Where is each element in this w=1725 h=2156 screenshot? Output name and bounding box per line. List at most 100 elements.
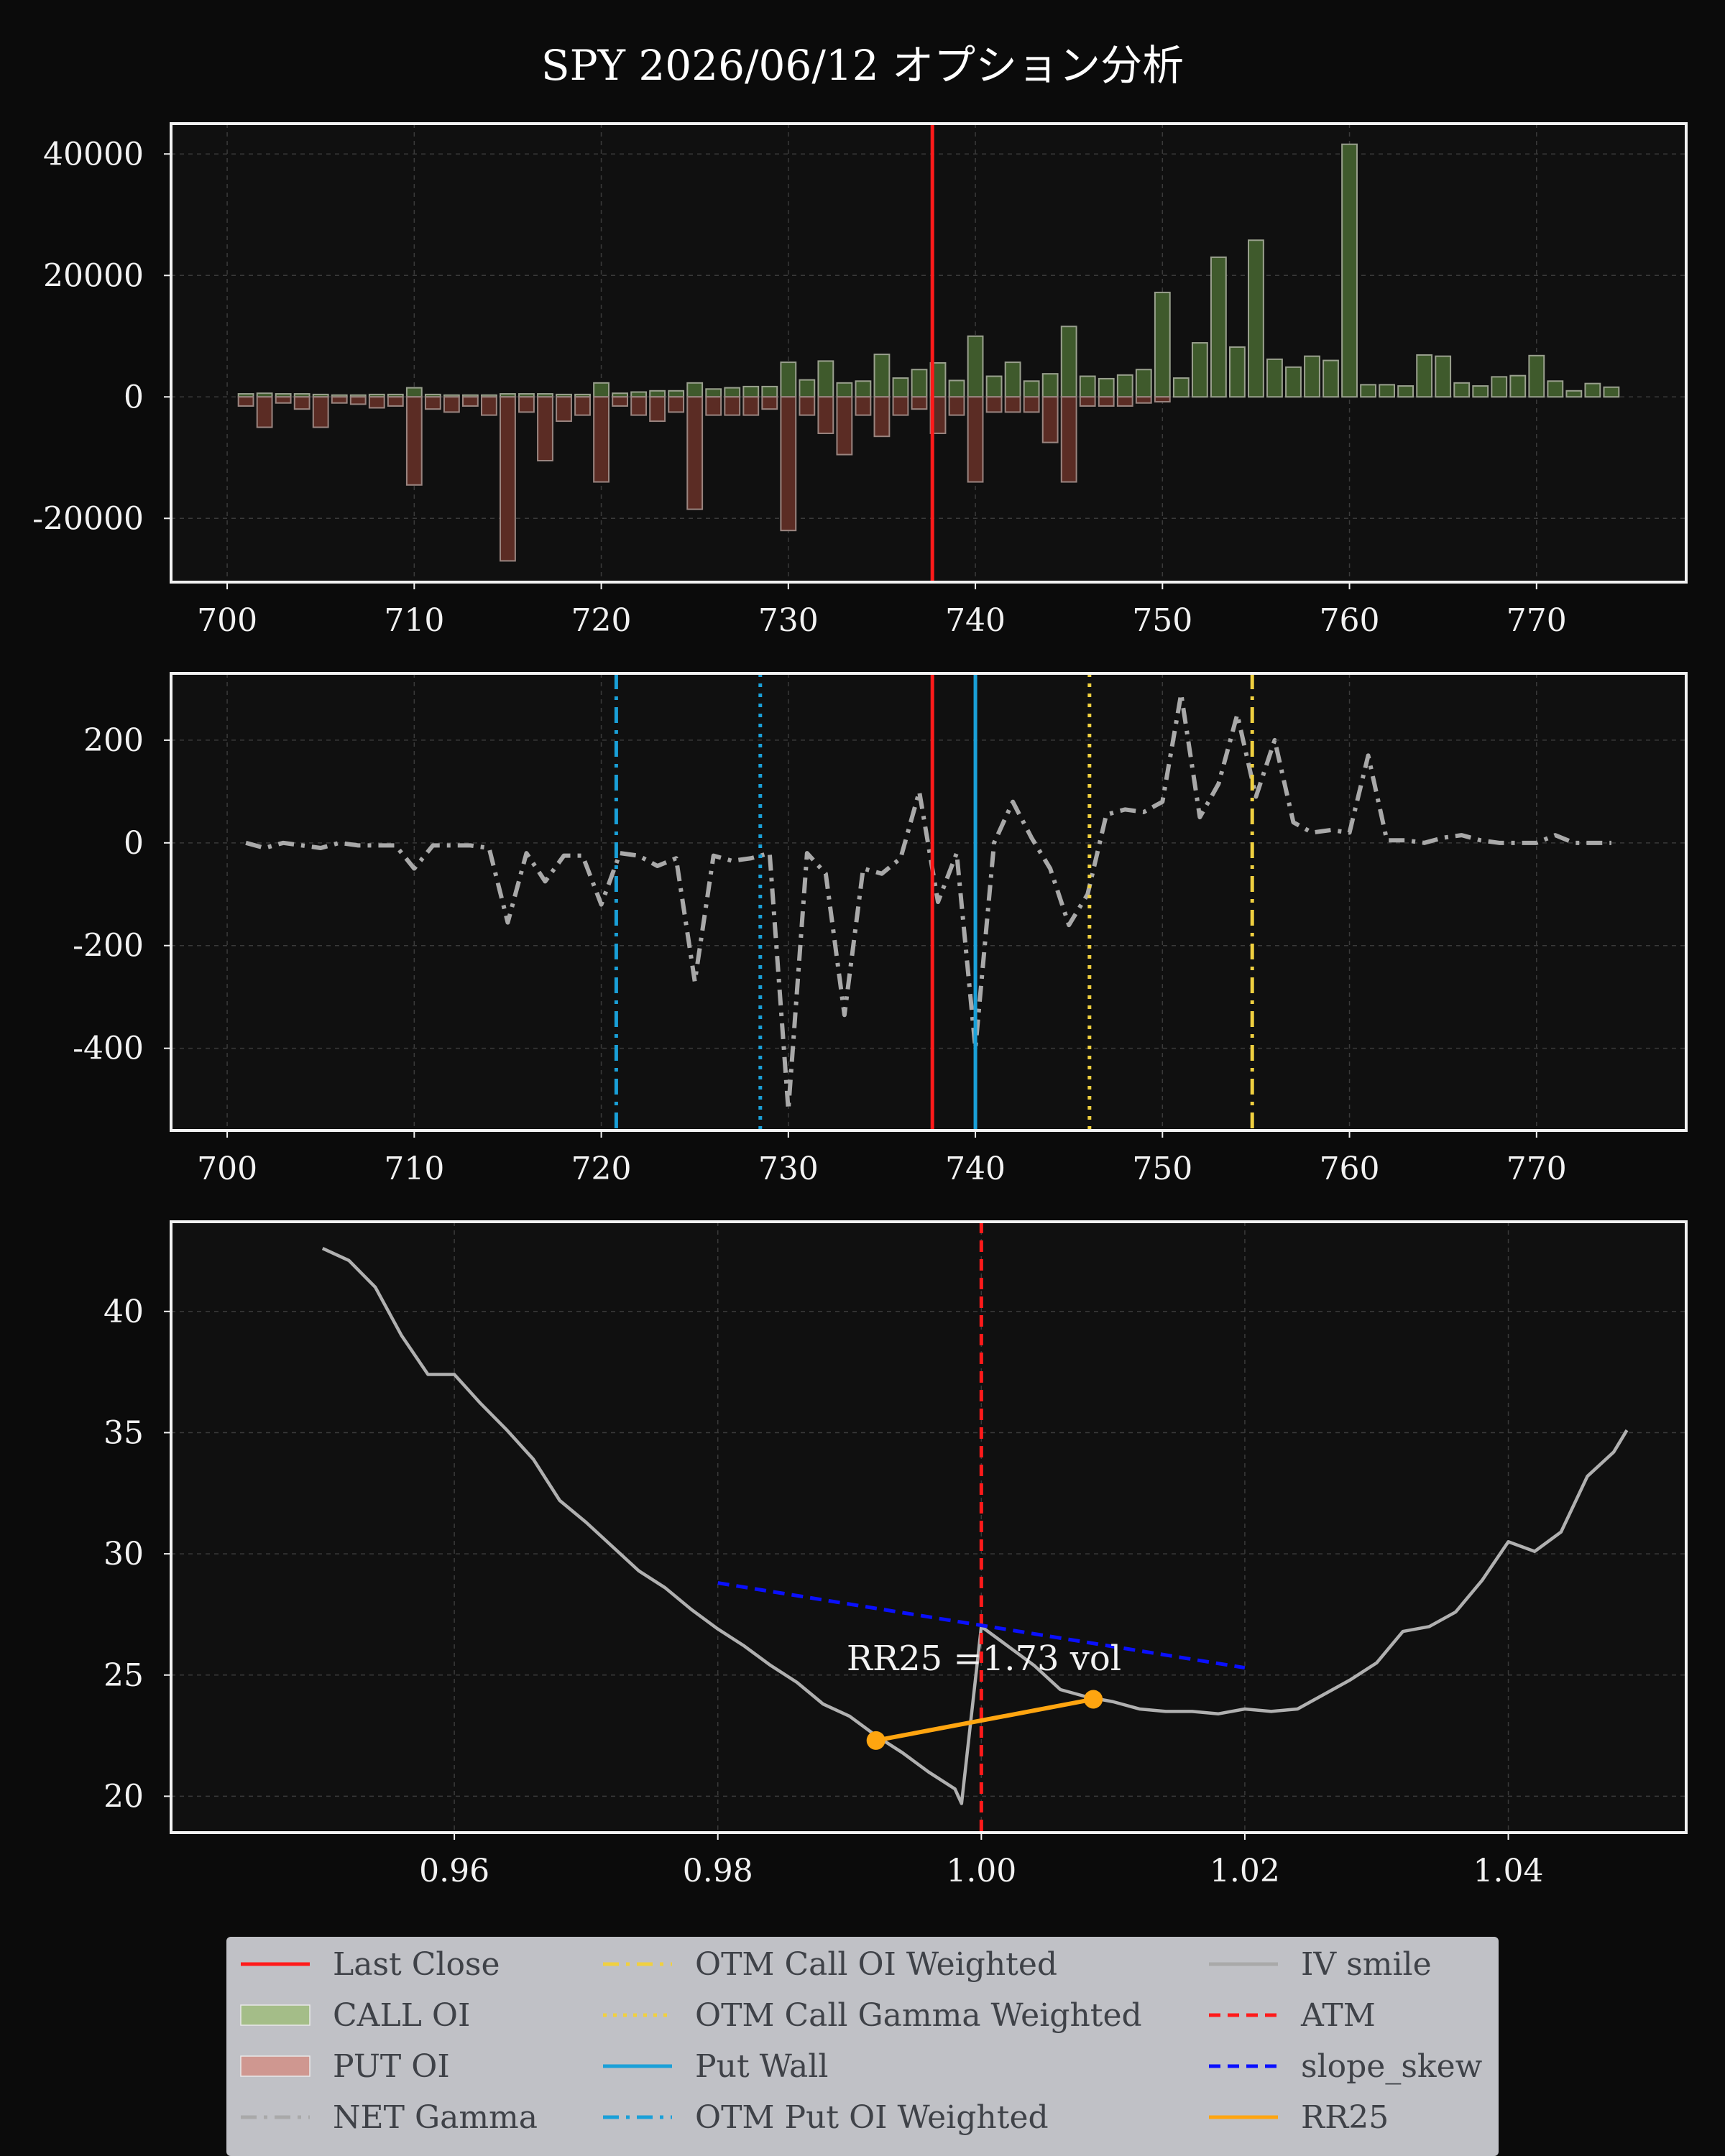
axes-frame: [170, 122, 1688, 584]
legend-label: CALL OI: [333, 1996, 471, 2034]
y-tick-label: 20000: [43, 257, 144, 294]
call-oi-bar: [1004, 361, 1021, 398]
put-oi-bar: [929, 396, 947, 434]
put-oi-bar: [873, 396, 891, 438]
call-oi-bar: [1116, 374, 1133, 398]
put-oi-bar: [1116, 396, 1133, 407]
x-tick-label: 770: [1506, 602, 1567, 639]
put-oi-bar: [1023, 396, 1040, 413]
plot-content-iv: [171, 1222, 1686, 1833]
legend-label: Last Close: [333, 1945, 500, 1983]
put-oi-bar: [1060, 396, 1077, 483]
legend-swatch: [603, 1962, 672, 1966]
net-gamma-line: [245, 691, 1611, 1112]
call-oi-bar: [780, 361, 797, 398]
x-tick-label: 760: [1320, 1151, 1380, 1187]
legend: Last Close CALL OI PUT OI NET Gamma OTM Call…: [226, 1937, 1499, 2156]
x-tick-label: 750: [1132, 602, 1192, 639]
put-oi-bar: [237, 396, 254, 407]
put-oi-bar: [500, 396, 516, 562]
rr25-put-point: [866, 1731, 886, 1750]
put-oi-bar: [967, 396, 984, 483]
put-oi-bar: [649, 396, 666, 423]
y-tick-label: 0: [124, 379, 144, 415]
call-oi-bar: [1453, 382, 1471, 398]
call-oi-bar: [1472, 385, 1489, 398]
call-oi-bar: [1603, 386, 1620, 398]
call-oi-bar: [686, 382, 704, 398]
put-oi-bar: [574, 396, 591, 416]
call-oi-bar: [985, 375, 1003, 398]
put-oi-bar: [780, 396, 797, 532]
put-oi-bar: [518, 396, 535, 413]
call-oi-bar: [405, 387, 423, 398]
legend-item: OTM Call OI Weighted: [602, 1943, 1057, 1986]
x-tick-label: 750: [1132, 1151, 1192, 1187]
x-tick-label: 700: [197, 1151, 257, 1187]
rr25-line: [875, 1697, 1094, 1743]
y-tick-label: 35: [104, 1414, 144, 1451]
x-tick-label: 760: [1320, 602, 1380, 639]
legend-item: Put Wall: [602, 2045, 828, 2088]
x-tick-label: 1.04: [1473, 1853, 1544, 1889]
call-oi-bar: [1172, 377, 1190, 398]
panel-iv: [164, 1220, 1688, 1840]
legend-swatch: [240, 2055, 310, 2077]
put-oi-bar: [1098, 396, 1115, 407]
rr25-call-point: [1084, 1690, 1103, 1709]
legend-item: OTM Call Gamma Weighted: [602, 1994, 1142, 2037]
call-oi-bar: [705, 388, 722, 398]
chart-title: SPY 2026/06/12 オプション分析: [540, 41, 1184, 90]
put-oi-bar: [1004, 396, 1021, 413]
call-oi-bar: [1528, 354, 1545, 398]
x-tick-label: 740: [945, 602, 1006, 639]
legend-swatch: [603, 2115, 672, 2119]
put-oi-bar: [612, 396, 629, 407]
call-oi-bar: [724, 387, 741, 398]
legend-swatch: [603, 2064, 672, 2068]
iv-smile-line: [321, 1247, 1629, 1805]
y-tick-label: 40: [104, 1294, 144, 1330]
call-oi-bar: [1491, 376, 1508, 398]
call-oi-bar: [1248, 239, 1264, 398]
legend-item: NET Gamma: [239, 2096, 538, 2139]
put-oi-bar: [1154, 396, 1171, 403]
put-oi-bar: [668, 396, 685, 413]
x-tick-label: 0.96: [419, 1853, 489, 1889]
legend-label: OTM Put OI Weighted: [695, 2099, 1049, 2136]
legend-label: RR25: [1301, 2099, 1389, 2136]
call-oi-bar: [855, 380, 872, 398]
put-oi-bar: [593, 396, 610, 483]
call-oi-bar: [1210, 256, 1227, 398]
legend-swatch: [1209, 2064, 1278, 2068]
put-oi-bar: [892, 396, 909, 416]
legend-swatch: [603, 2013, 672, 2017]
legend-item: Last Close: [239, 1943, 500, 1986]
x-tick-label: 740: [945, 1151, 1006, 1187]
call-oi-bar: [799, 379, 816, 398]
call-oi-bar: [948, 379, 965, 398]
plot-area: [171, 673, 1686, 1130]
call-oi-bar: [873, 354, 891, 398]
put-oi-bar: [985, 396, 1003, 413]
put-oi-bar: [1079, 396, 1096, 407]
put-oi-bar: [368, 396, 385, 409]
legend-item: PUT OI: [239, 2045, 450, 2088]
legend-label: IV smile: [1301, 1945, 1432, 1983]
y-tick-label: 20: [104, 1778, 144, 1815]
put-oi-bar: [256, 396, 273, 428]
plot-area: [171, 1222, 1686, 1833]
put-oi-bar: [799, 396, 816, 416]
call-oi-bar: [1191, 342, 1208, 398]
put-oi-bar: [742, 396, 760, 416]
call-oi-bar: [1341, 143, 1358, 398]
call-oi-bar: [630, 391, 648, 398]
y-tick-label: -200: [73, 928, 144, 964]
legend-item: ATM: [1208, 1994, 1376, 2037]
call-oi-bar: [1322, 359, 1339, 398]
x-tick-label: 710: [384, 1151, 444, 1187]
call-oi-bar: [1154, 291, 1171, 398]
put-oi-bar: [911, 396, 928, 410]
y-tick-label: -400: [73, 1031, 144, 1067]
x-tick-label: 720: [571, 602, 632, 639]
